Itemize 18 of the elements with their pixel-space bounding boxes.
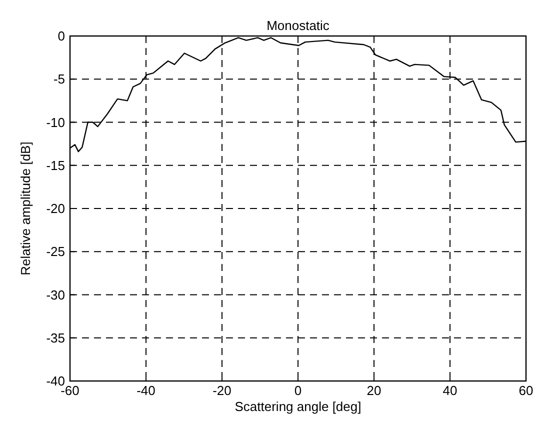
y-tick-label: -20 [46, 201, 65, 216]
x-tick-label: -20 [212, 383, 232, 398]
y-tick-label: -10 [46, 114, 65, 130]
y-tick-label: -40 [46, 374, 65, 388]
x-axis-title: Scattering angle [deg] [234, 399, 362, 414]
x-tick-label: 40 [442, 383, 458, 398]
x-tick-label: 60 [518, 383, 534, 398]
chart-title: Monostatic [266, 18, 330, 33]
x-tick-label: 0 [294, 383, 302, 398]
x-tick-label: -40 [136, 383, 156, 398]
y-tick-label: -5 [53, 72, 65, 87]
y-tick-label: -25 [46, 244, 65, 260]
y-tick-label: -35 [46, 330, 65, 346]
x-tick-label: 20 [366, 383, 382, 398]
y-axis-title: Relative amplitude [dB] [18, 142, 33, 276]
y-tick-label: -15 [46, 158, 65, 173]
y-tick-label: -30 [46, 287, 65, 302]
y-tick-label: 0 [58, 28, 65, 44]
